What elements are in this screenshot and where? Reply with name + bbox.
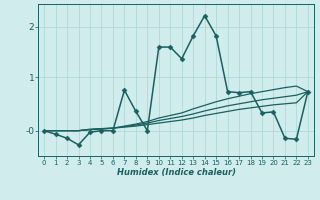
X-axis label: Humidex (Indice chaleur): Humidex (Indice chaleur) <box>116 168 236 177</box>
